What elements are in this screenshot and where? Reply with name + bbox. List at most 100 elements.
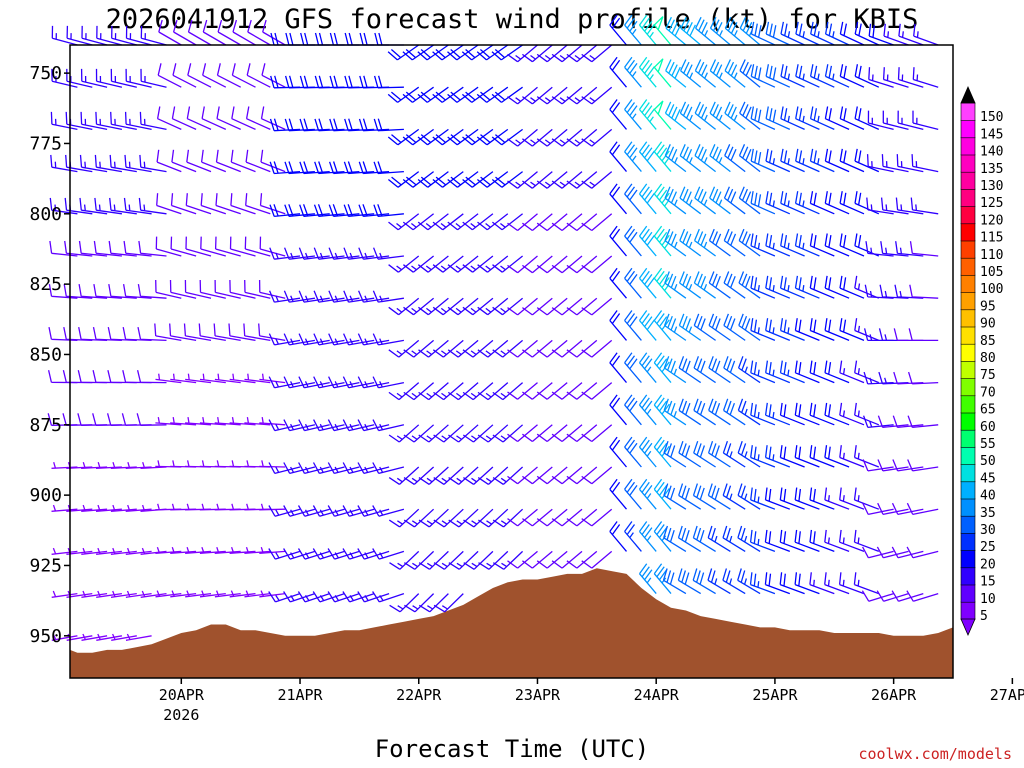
colorbar-label: 50 [980,454,996,469]
wind-barb [202,19,227,46]
wind-barb [536,171,568,189]
wind-barb [244,236,271,257]
wind-barb [245,106,271,130]
wind-barb [750,360,776,384]
credit-link[interactable]: coolwx.com/models [858,745,1012,763]
wind-barb [432,44,464,61]
wind-barb [81,633,108,641]
wind-barb [124,111,152,131]
wind-barb [913,23,939,46]
wind-barb [694,101,717,130]
wind-barb [478,508,509,528]
wind-barb [187,19,212,46]
wind-barb [624,310,642,341]
wind-barb [854,360,880,384]
wind-barb [679,186,702,215]
wind-barb [709,59,731,88]
wind-barb [794,529,820,553]
wind-barb [906,590,939,602]
wind-barb [895,197,924,215]
wind-barb [536,44,568,63]
wind-barb [566,297,598,316]
wind-barb [214,279,241,299]
wind-barb [373,204,404,218]
wind-barb [232,19,256,46]
wind-barb [624,56,642,88]
wind-barb [853,529,880,553]
wind-barb [243,323,271,342]
wind-barb [136,413,167,426]
wind-barb [214,590,241,598]
wind-barb [229,236,256,257]
wind-barb [298,247,330,260]
wind-barb [794,275,820,299]
wind-barb [838,529,865,553]
wind-barb [678,483,702,510]
wind-barb [125,25,152,46]
wind-barb [155,279,182,299]
wind-barb [372,247,404,260]
wind-barb [492,297,524,316]
colorbar-swatch [960,291,976,311]
surface-terrain-area [70,568,953,678]
wind-barb [581,128,613,147]
wind-barb [388,382,420,401]
wind-barb [653,521,672,552]
wind-barb [824,233,850,257]
wind-barb [214,546,241,554]
colorbar-label: 35 [980,506,996,521]
wind-barb [123,240,152,257]
wind-barb [551,550,583,569]
wind-barb [199,373,226,384]
wind-barb [284,161,315,175]
wind-barb [388,213,420,231]
wind-barb [891,502,924,516]
wind-barb [230,193,256,215]
wind-barb [794,318,820,342]
wind-barb [110,504,137,512]
colorbar-label: 5 [980,609,988,624]
wind-barb [447,213,479,231]
wind-barb [51,633,78,641]
wind-barb [447,128,479,146]
wind-barb [912,110,939,131]
colorbar-swatch [960,412,976,431]
wind-barb [911,154,939,173]
wind-barb [877,502,909,516]
wind-barb [156,193,182,215]
wind-barb [795,64,820,88]
wind-barb [665,59,687,88]
wind-barb [854,191,880,215]
wind-barb [877,415,909,429]
colorbar-label: 115 [980,231,1003,246]
wind-barb [108,283,137,299]
wind-barb [258,279,286,299]
wind-barb [750,106,776,130]
wind-barb [283,333,316,346]
wind-barb [244,279,271,299]
wind-barb [566,550,598,569]
wind-barb [551,466,583,485]
wind-barb [448,466,479,485]
wind-barb [229,546,256,554]
wind-barb [477,213,509,231]
wind-barb [722,440,746,468]
wind-barb [839,318,865,342]
wind-barb [522,171,553,189]
wind-barb [298,290,330,303]
wind-barb [202,63,227,88]
wind-barb [51,68,78,88]
wind-barb [155,546,182,554]
wind-barb [462,213,494,231]
wind-barb [507,466,538,485]
colorbar-swatch [960,223,976,242]
wind-barb [269,161,301,175]
wind-barb [138,240,167,257]
wind-barb [344,118,375,132]
wind-barb [372,591,405,603]
wind-barb [418,466,449,485]
wind-barb [198,323,226,342]
colorbar-label: 120 [980,213,1003,228]
x-tick-label: 22APR [396,686,442,704]
wind-barb [448,550,479,570]
